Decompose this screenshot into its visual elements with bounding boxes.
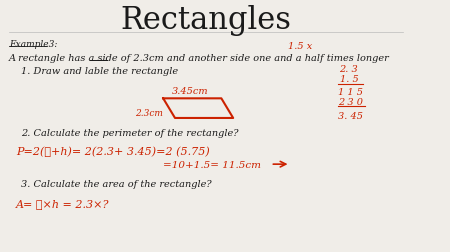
Text: 2.3cm: 2.3cm: [135, 108, 162, 117]
Text: Example3:: Example3:: [9, 40, 57, 49]
Text: 2 3 0: 2 3 0: [338, 97, 363, 106]
Text: 1.5 x: 1.5 x: [288, 42, 312, 51]
Text: 2. 3: 2. 3: [339, 65, 358, 74]
Text: 1 1 5: 1 1 5: [338, 88, 363, 97]
Text: A rectangle has a side of 2.3cm and another side one and a half times longer: A rectangle has a side of 2.3cm and anot…: [9, 53, 389, 62]
Text: 1. 5: 1. 5: [339, 75, 358, 84]
Text: A= ℓ×h = 2.3×?: A= ℓ×h = 2.3×?: [16, 199, 109, 209]
Text: =10+1.5= 11.5cm: =10+1.5= 11.5cm: [163, 160, 261, 169]
Text: P=2(ℓ+h)= 2(2.3+ 3.45)=2 (5.75): P=2(ℓ+h)= 2(2.3+ 3.45)=2 (5.75): [16, 146, 210, 156]
Text: 2. Calculate the perimeter of the rectangle?: 2. Calculate the perimeter of the rectan…: [22, 129, 239, 138]
Text: 1. Draw and lable the rectangle: 1. Draw and lable the rectangle: [22, 67, 179, 76]
Text: 3.45cm: 3.45cm: [172, 87, 209, 96]
Text: 3. Calculate the area of the rectangle?: 3. Calculate the area of the rectangle?: [22, 180, 212, 188]
Text: 3. 45: 3. 45: [338, 111, 363, 120]
Text: Rectangles: Rectangles: [121, 5, 292, 36]
